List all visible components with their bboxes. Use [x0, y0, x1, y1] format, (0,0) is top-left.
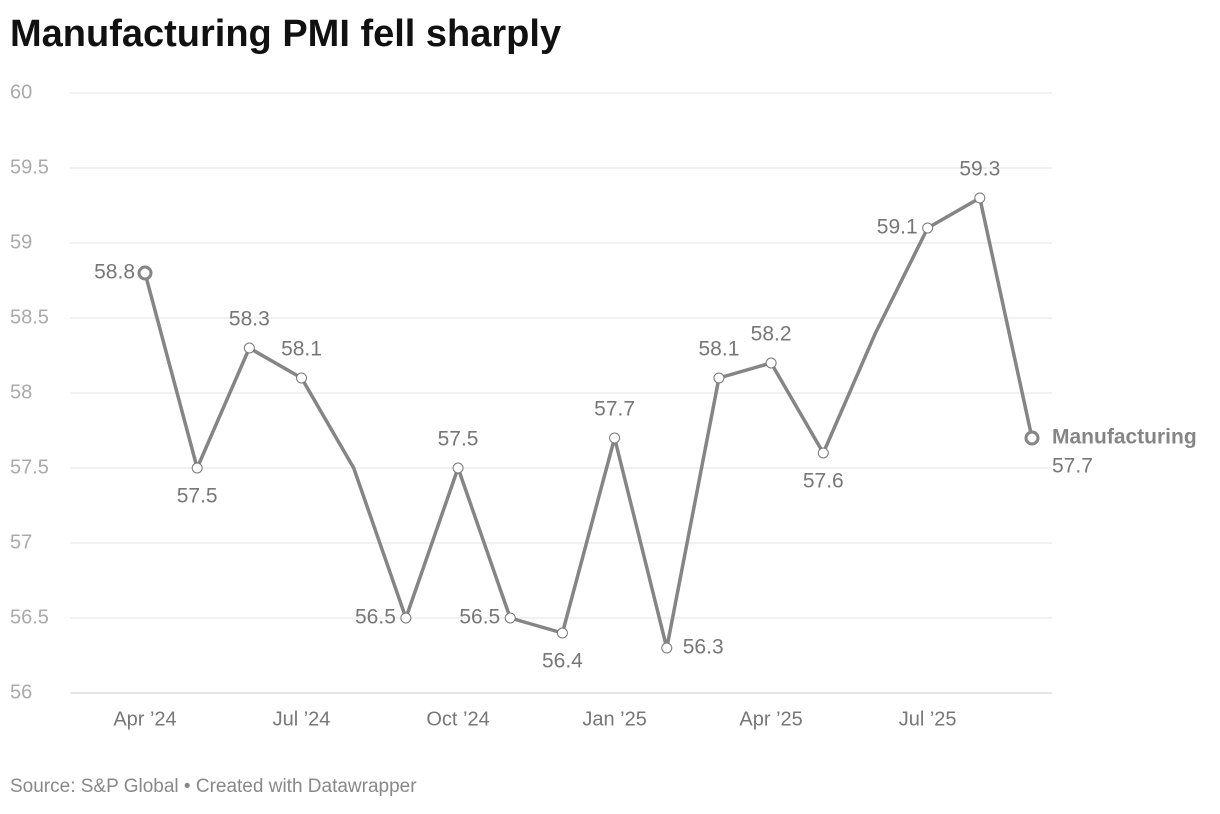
source-note: Source: S&P Global • Created with Datawr…	[10, 776, 417, 797]
x-tick-label: Apr ’24	[113, 708, 176, 730]
data-label: 58.8	[94, 261, 135, 284]
line	[143, 196, 1034, 650]
point-marker	[296, 372, 308, 384]
point-marker	[609, 432, 621, 444]
data-label: 59.1	[877, 216, 918, 239]
x-tick-label: Jul ’25	[899, 708, 957, 730]
y-tick-label: 57	[10, 531, 32, 553]
point-marker	[504, 612, 516, 624]
point-marker	[243, 342, 255, 354]
point-marker	[400, 612, 412, 624]
point-marker	[713, 372, 725, 384]
data-label: 56.3	[683, 636, 724, 659]
y-tick-label: 58.5	[10, 306, 49, 328]
point-marker	[452, 462, 464, 474]
point-marker	[1024, 430, 1040, 446]
point-marker	[661, 642, 673, 654]
point-marker	[817, 447, 829, 459]
x-tick-label: Apr ’25	[739, 708, 802, 730]
chart-title: Manufacturing PMI fell sharply	[10, 13, 561, 55]
data-label: 58.3	[229, 308, 270, 331]
data-label: 58.1	[699, 338, 740, 361]
x-tick-label: Jan ’25	[582, 708, 647, 730]
y-tick-label: 60	[10, 81, 32, 103]
point-marker	[191, 462, 203, 474]
data-label: 57.5	[177, 485, 218, 508]
point-marker	[137, 265, 153, 281]
series-label: Manufacturing	[1052, 426, 1197, 449]
y-tick-label: 59	[10, 231, 32, 253]
data-label: 57.7	[1052, 455, 1093, 478]
data-label: 56.5	[459, 606, 500, 629]
data-label: 57.7	[594, 398, 635, 421]
y-tick-label: 59.5	[10, 156, 49, 178]
data-label: 56.5	[355, 606, 396, 629]
data-label: 58.2	[751, 323, 792, 346]
point-marker	[556, 627, 568, 639]
point-marker	[922, 222, 934, 234]
y-tick-label: 56.5	[10, 606, 49, 628]
y-tick-label: 58	[10, 381, 32, 403]
data-label: 58.1	[281, 338, 322, 361]
y-tick-label: 56	[10, 681, 32, 703]
x-tick-label: Jul ’24	[273, 708, 331, 730]
point-marker	[974, 192, 986, 204]
data-label: 57.5	[438, 428, 479, 451]
point-marker	[765, 357, 777, 369]
data-label: 57.6	[803, 470, 844, 493]
x-tick-label: Oct ’24	[426, 708, 489, 730]
data-label: 59.3	[959, 158, 1000, 181]
y-tick-label: 57.5	[10, 456, 49, 478]
data-label: 56.4	[542, 650, 583, 673]
